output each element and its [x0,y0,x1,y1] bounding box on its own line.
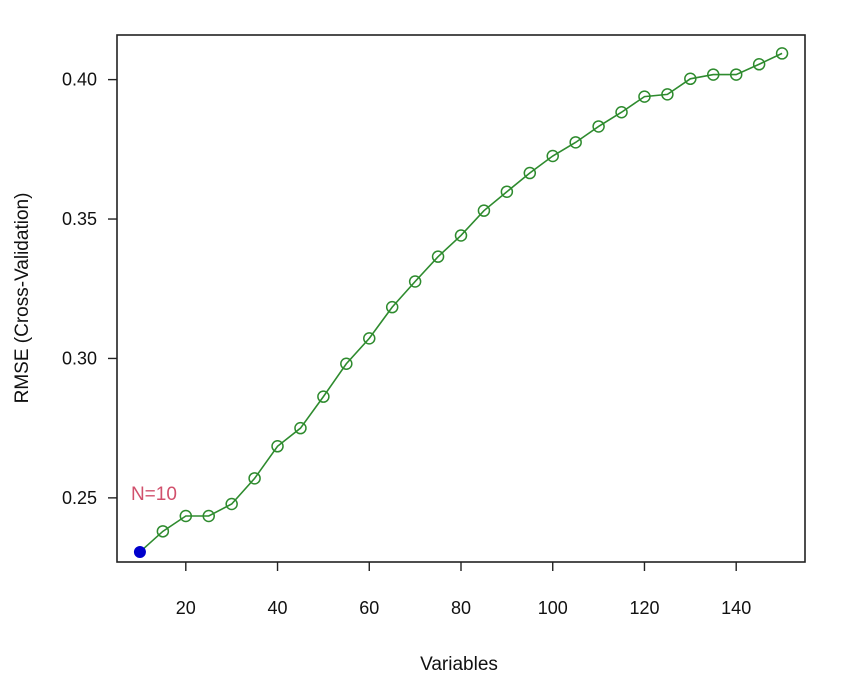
data-point [431,250,445,263]
data-point [707,68,720,81]
y-axis-title: RMSE (Cross-Validation) [12,193,33,404]
y-tick-label: 0.30 [62,348,97,368]
data-point [317,390,330,403]
data-point [340,357,353,370]
plot-frame [116,34,806,563]
x-tick-label: 80 [451,598,471,618]
series-layer [139,47,789,553]
data-point [729,68,743,81]
data-point [202,509,215,523]
data-point [569,136,582,149]
data-point [661,88,674,101]
data-point [294,421,307,435]
data-point [775,47,789,60]
data-point [385,300,399,314]
data-point [363,332,376,345]
y-axis: 0.25 0.30 0.35 0.40 [62,70,117,508]
data-point [615,105,628,119]
data-point [523,166,537,180]
data-point [477,204,491,217]
highlight-layer: N=10 [131,484,177,558]
data-point [156,525,170,538]
data-point [454,229,468,242]
x-tick-label: 20 [176,598,196,618]
highlight-label: N=10 [131,484,177,505]
data-point [752,58,766,71]
data-point [500,185,514,198]
y-tick-label: 0.40 [62,70,97,90]
x-axis-title: Variables [420,654,498,675]
x-tick-label: 100 [538,598,568,618]
y-tick-label: 0.35 [62,209,97,229]
data-point [592,120,605,133]
y-tick-label: 0.25 [62,488,97,508]
data-point [684,72,697,86]
series-line [139,52,783,553]
data-point [271,440,284,453]
data-point [408,275,422,288]
data-point [179,509,193,523]
data-point [546,149,559,163]
data-point [225,497,238,511]
data-point [248,472,261,485]
x-tick-label: 120 [629,598,659,618]
highlight-point [133,545,146,558]
x-axis: 20 40 60 80 100 120 140 [176,562,751,618]
data-point [638,90,651,103]
x-tick-label: 140 [721,598,751,618]
x-tick-label: 60 [359,598,379,618]
x-tick-label: 40 [268,598,288,618]
